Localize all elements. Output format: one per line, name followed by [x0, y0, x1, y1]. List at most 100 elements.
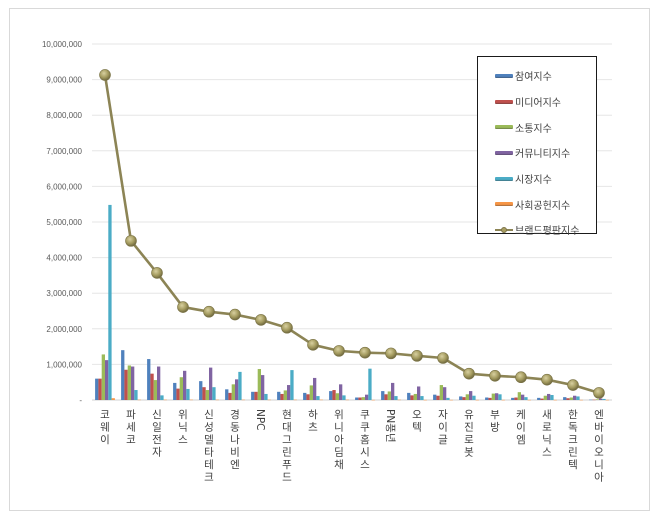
svg-text:-: - [79, 396, 82, 405]
bar [547, 393, 551, 400]
line-marker [255, 314, 267, 326]
bar [595, 399, 599, 400]
bar [309, 385, 313, 400]
line-marker [567, 379, 579, 391]
bar [569, 397, 573, 400]
line-marker [125, 235, 137, 247]
bar [121, 350, 125, 400]
line-marker [307, 339, 319, 351]
bar [517, 392, 521, 400]
bar [316, 396, 320, 400]
legend-label: 사회공헌지수 [515, 200, 571, 212]
line-marker [177, 301, 189, 313]
svg-text:2,000,000: 2,000,000 [46, 325, 82, 334]
bar [186, 388, 190, 400]
line-marker [411, 350, 423, 362]
legend-item-communication: 소통지수 [478, 114, 596, 140]
bar [511, 397, 515, 400]
bar [550, 395, 554, 400]
legend-label: 미디어지수 [515, 98, 561, 110]
bar [423, 399, 427, 401]
bar [179, 377, 183, 400]
bar [417, 386, 421, 400]
bar [277, 391, 281, 400]
legend-swatch [495, 176, 513, 181]
bar [524, 397, 528, 400]
bar [368, 368, 372, 400]
bar [358, 397, 362, 400]
legend-swatch [495, 150, 513, 155]
bar-series [95, 204, 609, 401]
line-marker [593, 387, 605, 399]
line-marker [203, 305, 215, 318]
legend-swatch [495, 125, 513, 130]
legend-line-marker-icon [495, 225, 513, 235]
bar [306, 394, 310, 400]
bar [225, 389, 229, 400]
bar [465, 394, 469, 400]
bar [433, 394, 437, 400]
bar [501, 399, 505, 401]
bar [498, 394, 502, 400]
legend-label: 참여지수 [515, 72, 552, 84]
legend-label: 커뮤니티지수 [515, 149, 571, 161]
svg-text:1,000,000: 1,000,000 [46, 360, 82, 369]
bar [183, 370, 187, 400]
svg-text:6,000,000: 6,000,000 [46, 182, 82, 191]
bar [462, 397, 466, 400]
bar [361, 397, 365, 400]
bar [111, 398, 115, 400]
legend-swatch [495, 202, 513, 207]
bar [472, 395, 476, 400]
bar [251, 391, 255, 400]
legend-item-social-contribution: 사회공헌지수 [478, 191, 596, 217]
bar [212, 387, 216, 400]
bar [365, 394, 369, 400]
bar [95, 378, 99, 400]
bar [355, 397, 359, 400]
bar [150, 373, 154, 400]
bar [238, 371, 242, 400]
bar [339, 384, 343, 400]
legend-swatch [495, 73, 513, 78]
legend: 참여지수 미디어지수 소통지수 커뮤니티지수 시장지수 사회공헌지수 브랜드평판… [477, 56, 597, 237]
line-marker [437, 352, 449, 364]
line-marker [385, 347, 397, 360]
bar [553, 399, 557, 401]
legend-label: 소통지수 [515, 123, 552, 135]
bar [391, 382, 395, 400]
x-axis-label: PN풍년 [384, 409, 396, 443]
bar [599, 398, 603, 400]
bar [579, 399, 583, 401]
line-marker [489, 369, 501, 382]
bar [573, 395, 577, 400]
bar [199, 381, 203, 400]
bar [105, 360, 109, 400]
svg-text:7,000,000: 7,000,000 [46, 147, 82, 156]
bar [228, 392, 232, 400]
bar [189, 399, 193, 401]
bar [345, 399, 349, 401]
bar [410, 395, 414, 400]
bar [231, 384, 235, 400]
bar [439, 385, 443, 400]
bar [589, 399, 593, 401]
bar [319, 399, 323, 401]
bar [394, 396, 398, 400]
legend-item-participation: 참여지수 [478, 63, 596, 89]
bar [267, 399, 271, 401]
bar [215, 399, 219, 401]
bar [566, 398, 570, 400]
bar [602, 398, 606, 400]
bar [384, 394, 388, 400]
bar [605, 399, 609, 401]
bar [290, 370, 294, 400]
bar [459, 396, 463, 400]
bar [283, 390, 287, 400]
